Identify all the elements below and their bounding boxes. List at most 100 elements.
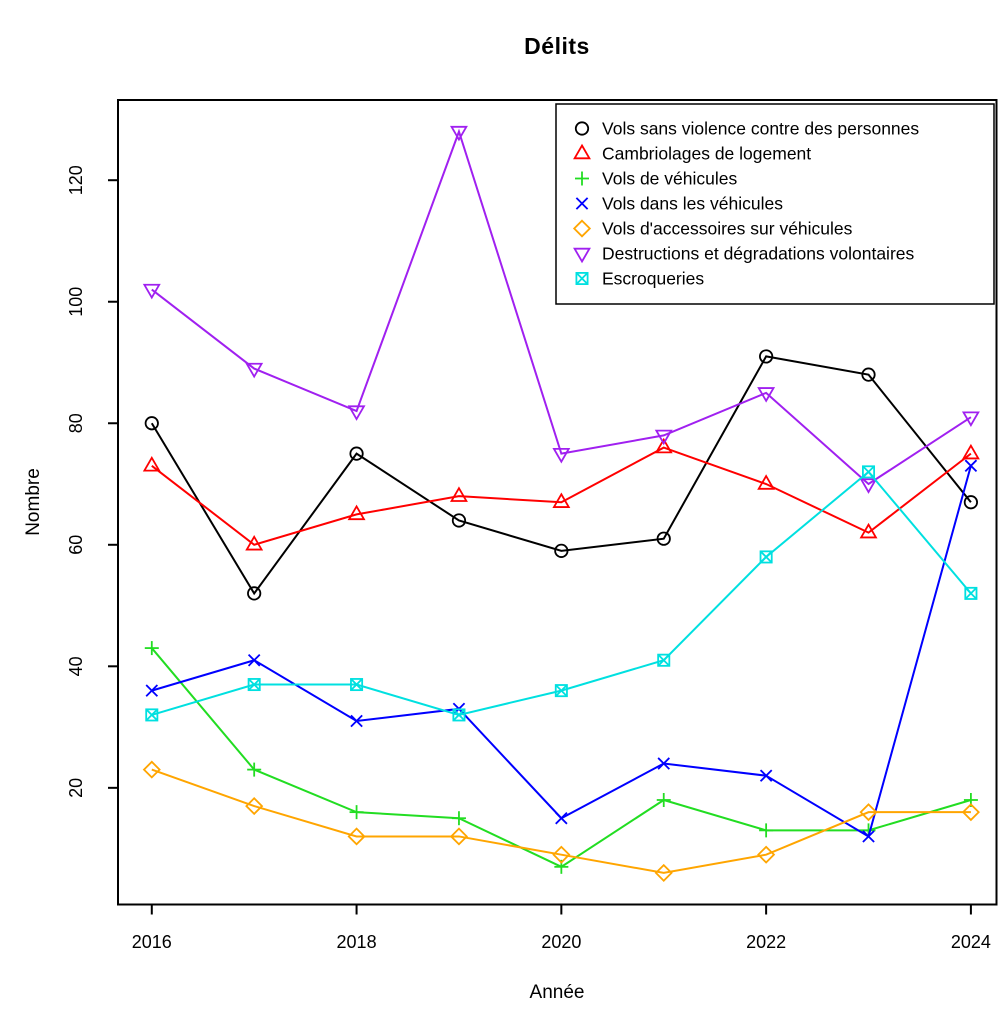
circle-marker: [144, 416, 159, 431]
diamond-marker: [245, 796, 264, 816]
x-tick-label: 2024: [951, 932, 991, 952]
legend-item-label: Cambriolages de logement: [602, 144, 811, 164]
x-tick-label: 2018: [337, 932, 377, 952]
diamond-marker: [552, 845, 571, 864]
diamond-marker: [347, 827, 366, 846]
plot-border: [117, 99, 998, 906]
plus-marker: [759, 823, 774, 838]
series-square-x: [145, 465, 978, 722]
square-x-marker: [247, 678, 261, 692]
x-marker: [657, 757, 670, 770]
triangle-down-marker: [573, 247, 591, 264]
circle-marker: [759, 349, 774, 364]
diamond-marker: [142, 760, 161, 779]
triangle-up-marker: [573, 143, 591, 160]
triangle-up-marker: [757, 474, 776, 490]
square-x-marker: [350, 678, 364, 692]
plus-marker: [247, 762, 262, 777]
x-axis-label: Année: [529, 982, 585, 1003]
circle-marker: [349, 446, 364, 461]
circle-marker: [861, 367, 876, 382]
y-tick-label: 120: [66, 165, 86, 195]
legend-item-label: Vols de véhicules: [602, 169, 737, 189]
square-x-marker: [145, 708, 159, 722]
legend-item-label: Vols sans violence contre des personnes: [602, 119, 919, 139]
x-marker: [575, 197, 589, 210]
triangle-up-marker: [654, 437, 673, 454]
series-line: [151, 470, 972, 716]
diamond-marker: [572, 219, 592, 238]
circle-marker: [656, 531, 671, 546]
series-plus: [144, 641, 978, 874]
plus-marker: [451, 811, 466, 826]
circle-marker: [554, 543, 569, 558]
square-x-marker: [759, 550, 773, 564]
legend-item-label: Vols d'accessoires sur véhicules: [602, 219, 853, 239]
legend-item-label: Escroqueries: [602, 269, 704, 289]
series-line: [151, 128, 972, 486]
circle-marker: [963, 495, 979, 510]
series-line: [151, 465, 972, 838]
diamond-marker: [961, 803, 980, 822]
triangle-up-marker: [449, 486, 468, 502]
plus-marker: [575, 171, 589, 186]
x-marker: [247, 653, 261, 667]
series-circle: [144, 349, 979, 601]
triangle-down-marker: [654, 429, 673, 446]
diamond-marker: [859, 803, 878, 822]
legend-item-label: Vols dans les véhicules: [602, 194, 783, 214]
triangle-up-marker: [347, 504, 366, 521]
triangle-down-marker: [245, 362, 264, 379]
y-axis-label: Nombre: [23, 468, 44, 536]
y-tick-label: 40: [66, 656, 86, 676]
plus-marker: [656, 792, 671, 807]
square-x-marker: [554, 684, 568, 698]
triangle-up-marker: [859, 522, 878, 539]
triangle-down-marker: [449, 125, 468, 142]
triangle-down-marker: [859, 478, 878, 494]
diamond-marker: [654, 863, 673, 882]
legend-item-label: Destructions et dégradations volontaires: [602, 244, 915, 264]
triangle-down-marker: [552, 447, 571, 464]
triangle-down-marker: [347, 405, 366, 421]
legend: Vols sans violence contre des personnes C…: [555, 103, 995, 305]
x-marker: [555, 811, 568, 825]
series-triangle-up: [142, 437, 980, 551]
series-line: [151, 768, 971, 874]
x-marker: [759, 769, 773, 782]
circle-marker: [574, 121, 590, 136]
series-line: [151, 647, 972, 868]
x-marker: [964, 459, 978, 473]
y-tick-label: 100: [66, 287, 86, 317]
circle-marker: [451, 513, 467, 528]
legend-box: [555, 103, 995, 305]
square-x-marker: [452, 708, 466, 722]
y-tick-label: 60: [66, 535, 86, 555]
series-line: [150, 355, 972, 596]
series-diamond: [142, 760, 980, 882]
triangle-up-marker: [245, 534, 264, 551]
x-tick-label: 2020: [541, 932, 581, 952]
circle-marker: [247, 586, 262, 601]
x-marker: [862, 830, 875, 843]
triangle-down-marker: [757, 387, 776, 403]
plus-marker: [144, 641, 159, 656]
series-triangle-down: [142, 125, 980, 494]
triangle-up-marker: [961, 443, 980, 460]
triangle-down-marker: [142, 283, 161, 300]
x-tick-label: 2022: [746, 932, 786, 952]
square-x-marker: [575, 271, 589, 285]
chart-title: Délits: [524, 33, 590, 59]
plus-marker: [349, 805, 364, 820]
triangle-up-marker: [142, 455, 161, 472]
diamond-marker: [757, 845, 776, 864]
diamond-marker: [449, 827, 469, 846]
series-line: [151, 446, 972, 546]
x-tick-label: 2016: [132, 932, 172, 952]
square-x-marker: [862, 465, 876, 479]
triangle-up-marker: [552, 492, 571, 508]
series-x: [145, 459, 978, 843]
y-tick-label: 80: [66, 413, 86, 433]
